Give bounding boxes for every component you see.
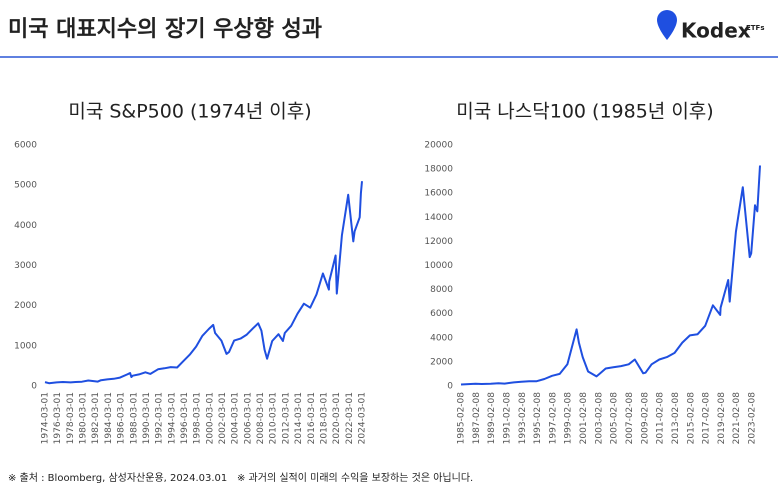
x-tick-label: 2014-03-01: [294, 392, 304, 444]
x-tick-label: 1992-03-01: [155, 392, 165, 444]
y-tick-label: 6000: [14, 141, 37, 151]
logo-suffix: ETFs: [746, 24, 765, 32]
x-tick-label: 1991-02-08: [502, 392, 512, 445]
y-tick-label: 6000: [430, 309, 453, 319]
x-tick-label: 1989-02-08: [487, 392, 497, 445]
y-tick-label: 10000: [424, 261, 453, 271]
x-tick-label: 2024-03-01: [358, 392, 368, 444]
x-tick-label: 1988-03-01: [129, 392, 139, 444]
y-tick-label: 12000: [424, 237, 453, 247]
x-tick-label: 1986-03-01: [117, 392, 127, 444]
x-tick-label: 2020-03-01: [332, 392, 342, 444]
x-tick-label: 2002-03-01: [218, 392, 228, 444]
page-title: 미국 대표지수의 장기 우상향 성과: [8, 17, 322, 42]
x-tick-label: 2019-02-08: [717, 392, 727, 445]
x-tick-label: 1990-03-01: [142, 392, 152, 444]
x-tick-label: 2015-02-08: [686, 392, 696, 445]
x-tick-label: 1980-03-01: [79, 392, 89, 444]
chart-title: 미국 S&P500 (1974년 이후): [68, 101, 311, 123]
x-tick-label: 1997-02-08: [548, 392, 558, 445]
y-tick-label: 2000: [430, 357, 453, 367]
y-tick-label: 4000: [14, 221, 37, 231]
y-tick-label: 1000: [14, 341, 37, 351]
x-tick-label: 2006-03-01: [243, 392, 253, 444]
x-tick-label: 2004-03-01: [231, 392, 241, 444]
x-tick-label: 1974-03-01: [41, 392, 51, 444]
x-tick-label: 1996-03-01: [180, 392, 190, 444]
x-tick-label: 2000-03-01: [205, 392, 215, 444]
data-line: [460, 165, 761, 386]
y-tick-label: 3000: [14, 261, 37, 271]
y-tick-label: 0: [447, 382, 453, 392]
y-tick-label: 18000: [424, 165, 453, 175]
y-tick-label: 5000: [14, 181, 37, 191]
x-tick-label: 2007-02-08: [625, 392, 635, 445]
x-tick-label: 1994-03-01: [167, 392, 177, 444]
x-tick-label: 1982-03-01: [91, 392, 101, 444]
logo: Kodex: [681, 19, 751, 43]
x-tick-label: 2011-02-08: [656, 392, 666, 445]
x-tick-label: 2022-03-01: [345, 392, 355, 444]
x-tick-label: 2016-03-01: [307, 392, 317, 444]
x-tick-label: 2009-02-08: [640, 392, 650, 445]
logo-icon: [657, 10, 677, 40]
x-tick-label: 2023-02-08: [748, 392, 758, 445]
x-tick-label: 1985-02-08: [457, 392, 467, 445]
footnote: ※ 출처 : Bloomberg, 삼성자산운용, 2024.03.01: [8, 472, 227, 484]
x-tick-label: 2008-03-01: [256, 392, 266, 444]
x-tick-label: 2003-02-08: [594, 392, 604, 445]
y-tick-label: 16000: [424, 189, 453, 199]
footnote: ※ 과거의 실적이 미래의 수익을 보장하는 것은 아닙니다.: [237, 471, 473, 484]
x-tick-label: 1993-02-08: [518, 392, 528, 445]
x-tick-label: 1995-02-08: [533, 392, 543, 445]
x-tick-label: 1984-03-01: [104, 392, 114, 444]
y-tick-label: 0: [31, 382, 37, 392]
x-tick-label: 1999-02-08: [564, 392, 574, 445]
x-tick-label: 1978-03-01: [66, 392, 76, 444]
x-tick-label: 2013-02-08: [671, 392, 681, 445]
x-tick-label: 2018-03-01: [319, 392, 329, 444]
chart-title: 미국 나스닥100 (1985년 이후): [456, 101, 713, 123]
x-tick-label: 2021-02-08: [732, 392, 742, 445]
x-tick-label: 1976-03-01: [53, 392, 63, 444]
x-tick-label: 2017-02-08: [702, 392, 712, 445]
x-tick-label: 2005-02-08: [610, 392, 620, 445]
y-tick-label: 20000: [424, 141, 453, 151]
y-tick-label: 2000: [14, 301, 37, 311]
x-tick-label: 1998-03-01: [193, 392, 203, 444]
x-tick-label: 2010-03-01: [269, 392, 279, 444]
y-tick-label: 8000: [430, 285, 453, 295]
data-line: [44, 181, 363, 385]
x-tick-label: 2001-02-08: [579, 392, 589, 445]
y-tick-label: 14000: [424, 213, 453, 223]
y-tick-label: 4000: [430, 333, 453, 343]
x-tick-label: 1987-02-08: [472, 392, 482, 445]
x-tick-label: 2012-03-01: [281, 392, 291, 444]
